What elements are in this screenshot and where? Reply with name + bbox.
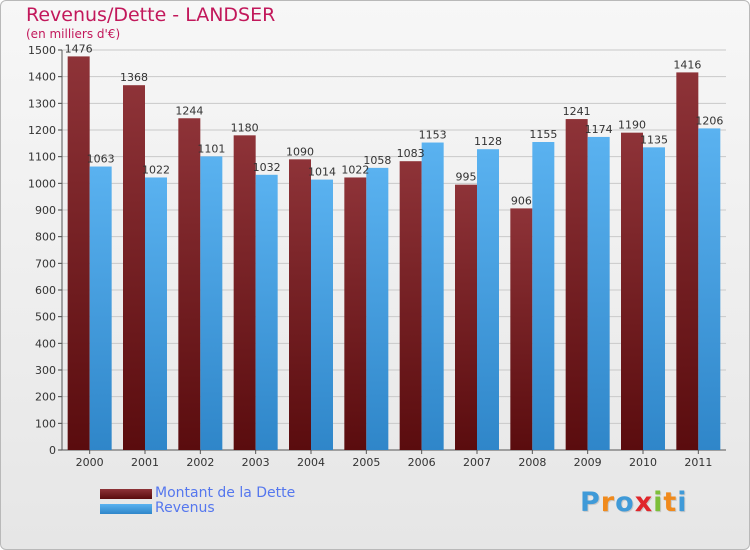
bar-dette <box>565 119 588 451</box>
x-tick-label: 2009 <box>574 456 602 469</box>
data-label-dette: 1368 <box>120 71 148 84</box>
y-tick-label: 1000 <box>28 177 56 190</box>
logo-letter: t <box>663 487 678 518</box>
y-tick-label: 700 <box>35 257 56 270</box>
y-tick-label: 1300 <box>28 97 56 110</box>
bar-dette <box>455 184 477 450</box>
bar-dette <box>344 177 367 450</box>
data-label-dette: 1190 <box>618 119 646 132</box>
logo-letter: x <box>634 487 654 518</box>
logo-letter: r <box>600 487 616 518</box>
logo-letter: o <box>615 487 635 518</box>
data-label-dette: 1180 <box>231 121 259 134</box>
y-tick-label: 800 <box>35 231 56 244</box>
bar-dette <box>67 56 90 451</box>
bar-revenus <box>698 128 721 450</box>
data-labels: 1476 1063 1368 1022 1244 1101 1180 1032 1090 1014… <box>65 42 724 207</box>
logo-letter: i <box>677 487 688 518</box>
bar-revenus <box>89 166 112 451</box>
x-tick-label: 2010 <box>629 456 657 469</box>
data-label-revenus: 1058 <box>363 154 391 167</box>
logo-letter: P <box>580 487 601 518</box>
chart-title: Revenus/Dette - LANDSER <box>26 4 276 26</box>
legend-label-revenus: Revenus <box>155 500 215 516</box>
data-label-revenus: 1063 <box>87 153 115 166</box>
bar-dette <box>510 208 533 450</box>
y-tick-label: 0 <box>49 444 56 457</box>
bar-dette <box>233 135 256 451</box>
legend-label-dette: Montant de la Dette <box>155 485 296 501</box>
data-label-dette: 1416 <box>673 58 701 71</box>
data-label-revenus: 1014 <box>308 166 336 179</box>
bars <box>67 56 721 451</box>
bar-revenus <box>587 136 610 450</box>
bar-dette <box>178 118 201 451</box>
bar-dette <box>123 85 145 450</box>
x-tick-label: 2008 <box>518 456 546 469</box>
x-tick-label: 2004 <box>297 456 325 469</box>
bar-dette <box>289 159 311 451</box>
x-tick-label: 2002 <box>186 456 214 469</box>
y-tick-label: 1200 <box>28 124 56 137</box>
bar-revenus <box>532 142 555 450</box>
bar-revenus <box>311 179 333 450</box>
bar-revenus <box>366 167 389 450</box>
y-tick-label: 900 <box>35 204 56 217</box>
data-label-revenus: 1206 <box>695 114 723 127</box>
y-tick-label: 600 <box>35 284 56 297</box>
data-label-revenus: 1128 <box>474 135 502 148</box>
bar-revenus <box>643 147 665 451</box>
data-label-revenus: 1135 <box>640 133 668 146</box>
x-tick-label: 2006 <box>408 456 436 469</box>
data-label-dette: 1476 <box>65 42 93 55</box>
y-tick-label: 500 <box>35 311 56 324</box>
data-label-dette: 1241 <box>563 105 591 118</box>
proxiti-logo: Proxiti <box>580 487 688 518</box>
chart-subtitle: (en milliers d'€) <box>26 27 121 41</box>
x-tick-label: 2005 <box>352 456 380 469</box>
x-tick-label: 2000 <box>76 456 104 469</box>
logo-letter: i <box>653 487 664 518</box>
x-tick-label: 2003 <box>242 456 270 469</box>
bar-dette <box>676 72 699 451</box>
data-label-revenus: 1155 <box>529 128 557 141</box>
data-label-dette: 906 <box>511 194 532 207</box>
bar-revenus <box>145 177 167 450</box>
bar-revenus <box>200 156 223 450</box>
legend-swatch-revenus <box>100 504 152 514</box>
y-tick-label: 300 <box>35 364 56 377</box>
x-tick-label: 2011 <box>684 456 712 469</box>
data-label-revenus: 1032 <box>253 161 281 174</box>
data-label-revenus: 1101 <box>197 142 225 155</box>
data-label-dette: 1244 <box>175 104 203 117</box>
data-label-dette: 1090 <box>286 145 314 158</box>
data-label-revenus: 1153 <box>419 129 447 142</box>
bar-revenus <box>421 142 444 451</box>
data-label-dette: 1022 <box>341 163 369 176</box>
legend-swatch-dette <box>100 489 152 499</box>
y-tick-label: 1400 <box>28 71 56 84</box>
y-tick-label: 400 <box>35 337 56 350</box>
bar-revenus <box>477 149 499 450</box>
data-label-dette: 1083 <box>397 147 425 160</box>
bar-revenus <box>255 174 278 451</box>
y-tick-label: 1100 <box>28 151 56 164</box>
y-tick-label: 100 <box>35 417 56 430</box>
bar-dette <box>399 161 422 450</box>
x-tick-label: 2001 <box>131 456 159 469</box>
data-label-revenus: 1174 <box>585 123 613 136</box>
axes: 0 100 200 300 400 500 600 700 800 900 1000 1100 1200… <box>28 44 726 469</box>
data-label-revenus: 1022 <box>142 163 170 176</box>
y-tick-label: 200 <box>35 391 56 404</box>
x-tick-label: 2007 <box>463 456 491 469</box>
bar-dette <box>621 132 643 450</box>
y-tick-label: 1500 <box>28 44 56 57</box>
data-label-dette: 995 <box>456 171 477 184</box>
